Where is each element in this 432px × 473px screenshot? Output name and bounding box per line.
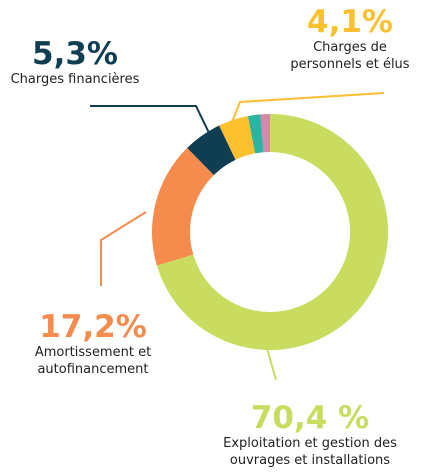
donut-segment [187,125,236,176]
donut-segment [152,148,214,266]
category-label: Exploitation et gestion des ouvrages et … [223,436,397,468]
leader-line [100,211,147,286]
donut-segment [247,114,264,154]
leader-line [90,105,211,136]
donut-segment [260,114,270,153]
value-label: 70,4 % [250,400,370,436]
donut-segment [156,114,388,350]
value-label: 5,3% [32,36,118,72]
leader-line [265,344,277,381]
category-label: Amortissement et autofinancement [34,345,152,377]
category-label: Charges financières [10,72,140,87]
category-label: Charges de personnels et élus [290,40,410,72]
donut-segment [219,116,256,160]
value-label: 4,1% [307,4,393,40]
value-label: 17,2% [39,309,147,345]
leader-line [231,92,385,123]
